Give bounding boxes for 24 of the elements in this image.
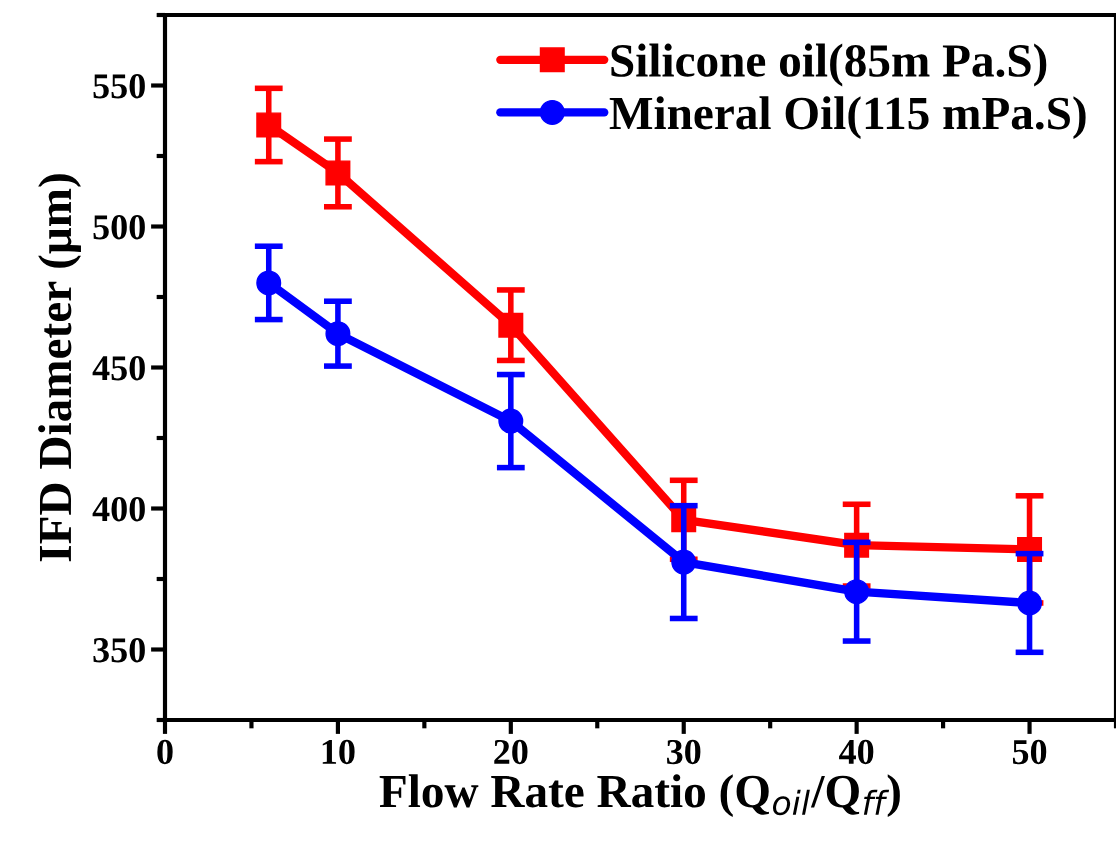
point xyxy=(498,312,524,338)
legend-label: Silicone oil(85m Pa.S) xyxy=(611,43,1047,87)
y-tick-label: 450 xyxy=(92,356,145,381)
y-tick-label: 550 xyxy=(93,74,145,99)
point xyxy=(671,549,697,575)
y-axis-title: IFD Diameter (μm) xyxy=(38,174,81,562)
point xyxy=(325,321,351,347)
point xyxy=(498,408,524,434)
x-tick-label: 40 xyxy=(839,739,874,765)
point xyxy=(256,270,282,296)
x-axis-title: Flow Rate Ratio (Q$_{oil}$/Q$_{ff}$) xyxy=(379,774,900,818)
x-tick-label: 30 xyxy=(667,739,701,765)
legend-label: Mineral Oil(115 mPa.S) xyxy=(609,96,1086,139)
x-tick-label: 50 xyxy=(1012,739,1047,765)
x-tick-label: 0 xyxy=(157,739,173,765)
point xyxy=(1017,590,1043,616)
x-tick-label: 20 xyxy=(494,739,528,765)
point xyxy=(256,112,282,138)
point xyxy=(844,579,870,605)
point xyxy=(325,160,351,186)
y-tick-label: 500 xyxy=(93,215,145,240)
y-tick-label: 400 xyxy=(92,497,145,522)
y-tick-label: 350 xyxy=(93,638,145,663)
x-tick-label: 10 xyxy=(322,739,355,765)
